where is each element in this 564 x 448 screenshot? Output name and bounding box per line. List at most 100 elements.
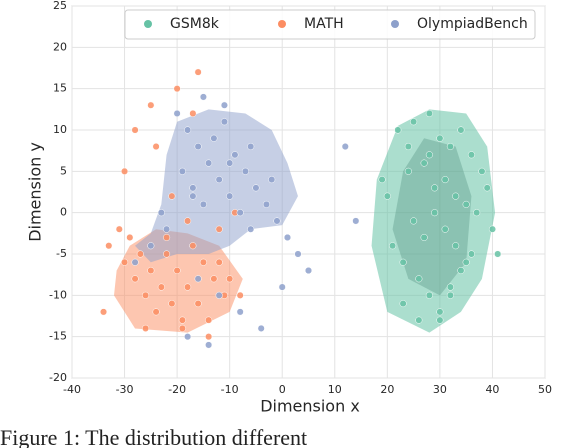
y-tick-label: 15 <box>53 82 67 95</box>
point <box>147 242 155 250</box>
point <box>189 192 197 200</box>
point <box>436 308 444 316</box>
x-tick-label: 50 <box>538 383 552 396</box>
x-tick-label: -30 <box>116 383 134 396</box>
point <box>163 225 171 233</box>
y-tick-label: 5 <box>60 164 67 177</box>
point <box>394 126 402 134</box>
point <box>163 233 171 242</box>
x-tick-label: 20 <box>380 383 394 396</box>
point <box>304 266 313 275</box>
point <box>178 167 186 175</box>
point <box>194 300 202 308</box>
legend-marker <box>278 20 286 28</box>
point <box>247 225 255 233</box>
point <box>178 316 186 324</box>
point <box>441 225 449 233</box>
point <box>462 200 470 208</box>
point <box>205 159 213 167</box>
point <box>425 151 433 159</box>
point <box>215 291 223 299</box>
point <box>126 233 134 242</box>
point <box>378 176 386 184</box>
gsm8k-density-core <box>392 138 472 296</box>
point <box>173 109 181 118</box>
x-tick-label: 10 <box>328 383 342 396</box>
point <box>457 266 465 275</box>
point <box>99 308 108 316</box>
point <box>152 308 160 316</box>
legend-label: MATH <box>304 16 344 32</box>
point <box>488 225 496 233</box>
point <box>383 192 391 200</box>
point <box>241 167 249 175</box>
legend-label: GSM8k <box>170 16 220 32</box>
point <box>205 341 213 349</box>
point <box>147 266 155 275</box>
point <box>452 192 460 200</box>
point <box>420 159 428 167</box>
point <box>410 217 418 225</box>
caption: Figure 1: The distribution different <box>0 425 307 448</box>
point <box>105 242 113 250</box>
point <box>236 291 244 299</box>
point <box>473 209 481 217</box>
legend-marker <box>144 20 152 28</box>
density-regions <box>114 109 496 333</box>
point <box>441 176 449 184</box>
point <box>226 159 234 167</box>
point <box>205 316 213 324</box>
legend-box <box>124 9 536 40</box>
point <box>168 300 176 308</box>
point <box>205 333 213 341</box>
point <box>425 291 433 299</box>
legend: GSM8k MATH OlympiadBench <box>144 16 528 32</box>
point <box>399 258 407 266</box>
point <box>252 184 260 192</box>
point <box>184 217 192 225</box>
point <box>147 101 155 109</box>
y-tick-label: -15 <box>49 330 67 343</box>
point <box>436 316 444 324</box>
x-tick-label: 30 <box>433 383 447 396</box>
point <box>168 192 176 200</box>
point <box>352 217 360 225</box>
y-axis-label: Dimension y <box>26 142 45 242</box>
point <box>152 142 160 151</box>
y-tick-label: -10 <box>49 288 67 301</box>
point <box>294 250 302 258</box>
point <box>415 275 423 283</box>
point <box>268 176 276 184</box>
point <box>431 209 439 217</box>
point <box>210 134 218 142</box>
x-tick-label: -40 <box>63 383 81 396</box>
point <box>210 275 218 283</box>
x-tick-label: 40 <box>485 383 499 396</box>
x-axis-label: Dimension x <box>260 397 360 416</box>
point <box>215 176 223 184</box>
point <box>420 233 428 242</box>
point <box>199 93 207 101</box>
x-tick-label: -20 <box>168 383 186 396</box>
point <box>483 184 491 192</box>
point <box>436 134 444 142</box>
y-tick-label: -5 <box>56 247 67 260</box>
points <box>99 68 502 349</box>
point <box>173 266 181 275</box>
legend-label: OlympiadBench <box>417 16 528 32</box>
point <box>404 142 412 151</box>
point <box>215 225 223 233</box>
point <box>226 192 234 200</box>
point <box>142 291 150 299</box>
point <box>194 142 202 151</box>
point <box>199 200 207 208</box>
point <box>136 250 144 258</box>
x-tick-label: 0 <box>279 383 286 396</box>
y-tick-label: 25 <box>53 0 67 12</box>
point <box>257 324 265 332</box>
y-tick-label: 20 <box>53 40 67 53</box>
point <box>115 225 123 233</box>
point <box>184 333 192 341</box>
legend-marker <box>391 20 399 28</box>
point <box>467 250 475 258</box>
